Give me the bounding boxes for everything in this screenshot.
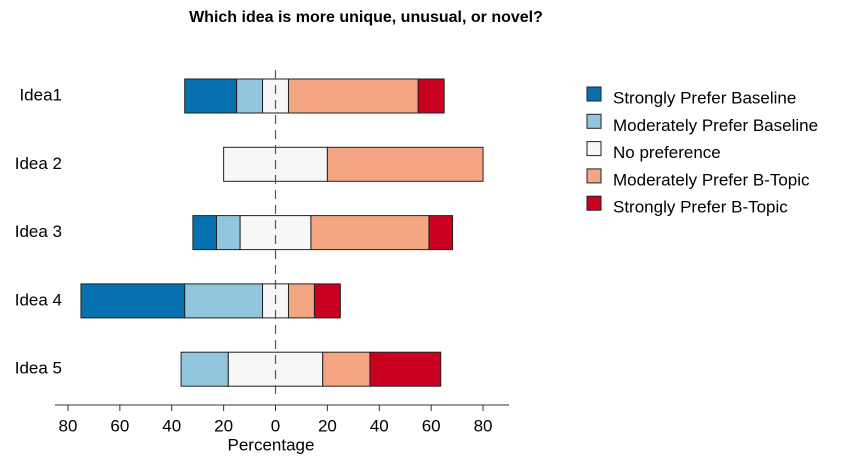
x-tick-label: 0: [271, 416, 280, 435]
chart-title: Which idea is more unique, unusual, or n…: [189, 9, 543, 26]
bar-segment: [313, 283, 341, 319]
legend-swatch: [586, 141, 602, 157]
bar-segment: [287, 283, 315, 319]
bar-segment: [184, 78, 238, 114]
bar-segment: [326, 146, 484, 182]
y-tick-label: Idea1: [19, 85, 62, 104]
y-tick-label: Idea 5: [15, 359, 62, 378]
x-tick-label: 40: [162, 416, 181, 435]
legend-swatch: [586, 86, 602, 102]
legend-label: Moderately Prefer Baseline: [613, 116, 818, 135]
legend-swatch: [586, 113, 602, 129]
legend-swatch: [586, 195, 602, 211]
y-tick-label: Idea 3: [15, 222, 62, 241]
bar-segment: [215, 215, 241, 251]
x-axis-label: Percentage: [228, 435, 315, 454]
legend-label: Strongly Prefer B-Topic: [613, 198, 788, 217]
bar-segment: [192, 215, 217, 251]
bar-segment: [184, 283, 264, 319]
y-tick-label: Idea 4: [15, 290, 62, 309]
y-tick-label: Idea 2: [15, 154, 62, 173]
legend-label: Moderately Prefer B-Topic: [613, 170, 810, 189]
x-tick-label: 40: [370, 416, 389, 435]
x-tick-label: 80: [474, 416, 493, 435]
bar-segment: [369, 351, 442, 387]
x-tick-label: 60: [422, 416, 441, 435]
bar-segment: [287, 78, 419, 114]
legend-label: Strongly Prefer Baseline: [613, 88, 796, 107]
bar-segment: [417, 78, 445, 114]
legend-swatch: [586, 168, 602, 184]
x-tick-label: 80: [59, 416, 78, 435]
bar-segment: [428, 215, 454, 251]
x-tick-label: 20: [214, 416, 233, 435]
x-tick-label: 20: [318, 416, 337, 435]
bar-segment: [80, 283, 186, 319]
bar-segment: [322, 351, 371, 387]
x-tick-label: 60: [110, 416, 129, 435]
bar-segment: [236, 78, 264, 114]
bar-segment: [180, 351, 229, 387]
bar-segment: [310, 215, 430, 251]
legend-label: No preference: [613, 143, 721, 162]
